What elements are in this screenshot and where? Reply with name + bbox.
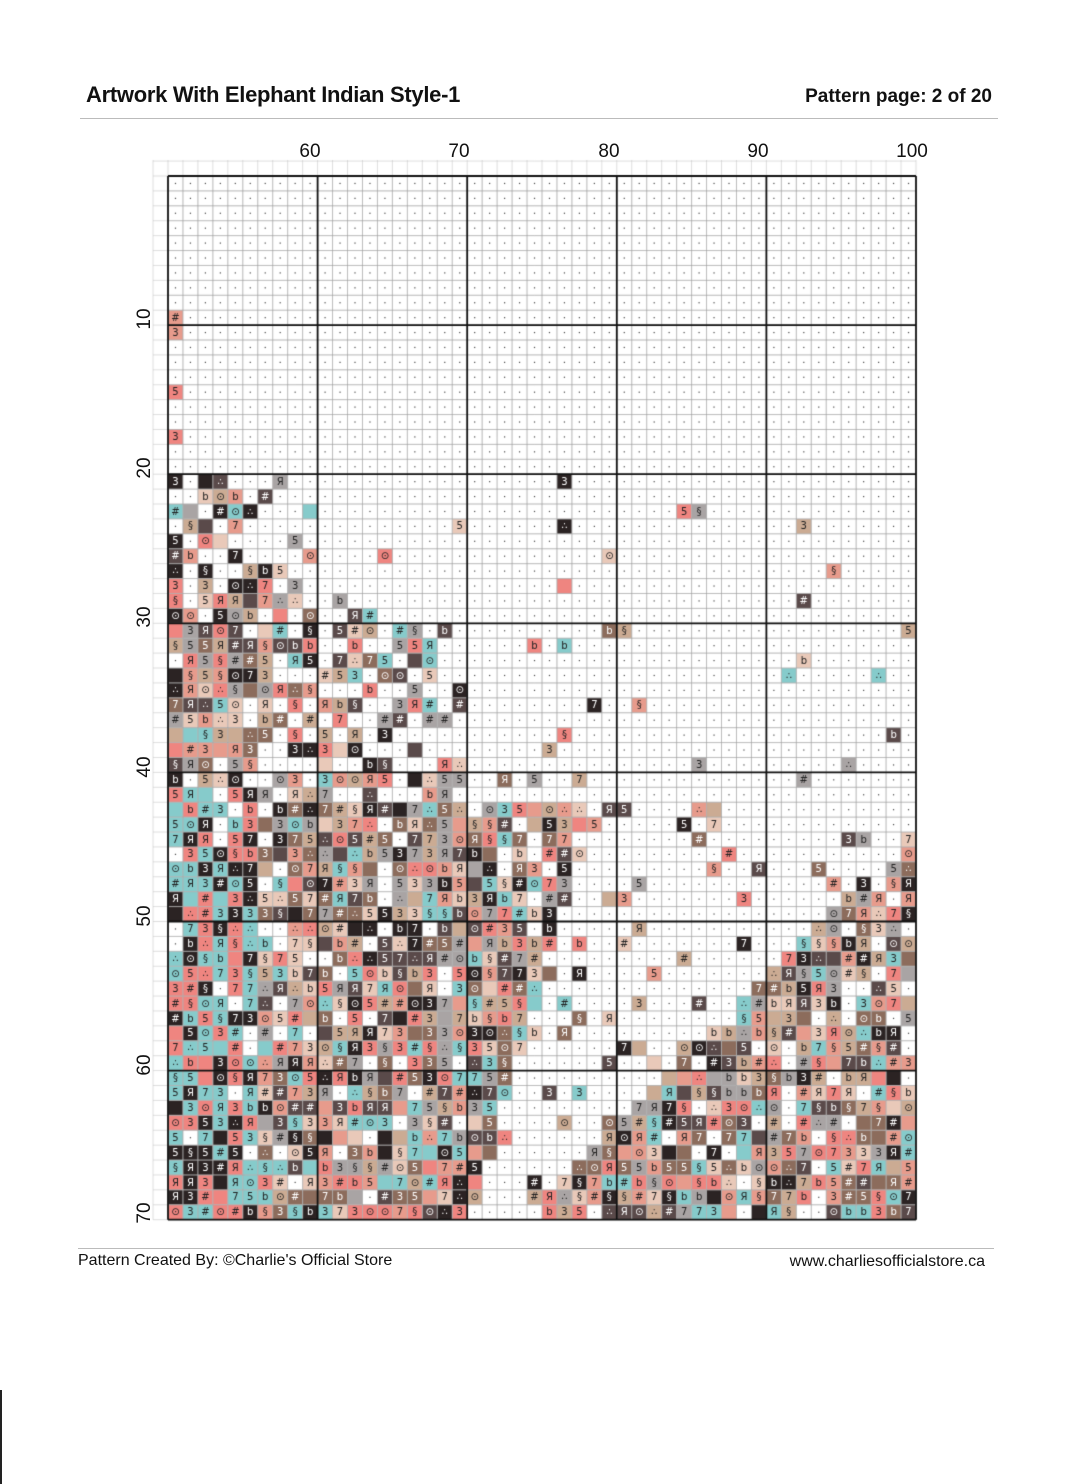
header-divider: [80, 118, 998, 119]
scan-edge: [0, 1390, 2, 1484]
column-label-80: 80: [598, 141, 620, 162]
row-label-40: 40: [134, 756, 155, 778]
page-number: Pattern page: 2 of 20: [805, 86, 992, 107]
cross-stitch-pattern-grid: [0, 158, 1080, 1228]
column-label-90: 90: [747, 141, 769, 162]
row-label-70: 70: [134, 1202, 155, 1224]
footer-website: www.charliesofficialstore.ca: [789, 1253, 985, 1270]
footer-divider: [78, 1248, 994, 1249]
row-label-30: 30: [134, 606, 155, 628]
column-label-60: 60: [299, 141, 321, 162]
row-label-10: 10: [134, 308, 155, 330]
column-label-70: 70: [448, 141, 470, 162]
row-label-20: 20: [134, 457, 155, 479]
footer-credit: Pattern Created By: ©Charlie's Official …: [78, 1252, 393, 1269]
column-label-100: 100: [896, 141, 928, 162]
row-label-50: 50: [134, 905, 155, 927]
pattern-title: Artwork With Elephant Indian Style-1: [86, 82, 461, 107]
row-label-60: 60: [134, 1054, 155, 1076]
